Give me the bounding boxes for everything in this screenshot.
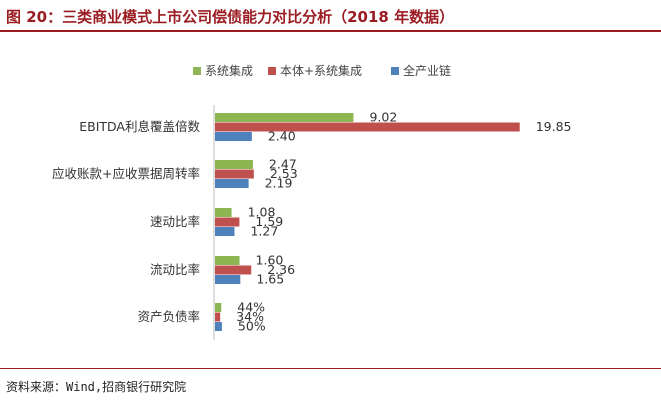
bar	[215, 217, 240, 227]
data-label: 19.85	[536, 119, 572, 134]
data-label: 1.08	[248, 205, 276, 220]
bar	[215, 265, 252, 275]
legend-swatch	[193, 67, 201, 75]
data-label: 1.60	[256, 253, 284, 268]
category-label: 资产负债率	[137, 309, 200, 324]
footer-divider	[0, 368, 661, 369]
data-label: 2.53	[270, 166, 298, 181]
category-label: 应收账款+应收票据周转率	[52, 166, 200, 181]
data-label: 1.65	[256, 272, 284, 287]
title-divider	[0, 30, 661, 32]
bar	[215, 132, 252, 141]
category-label: EBITDA利息覆盖倍数	[79, 119, 200, 134]
bar	[215, 113, 354, 122]
legend-swatch	[268, 67, 276, 75]
legend-label: 本体+系统集成	[280, 63, 362, 78]
bar	[215, 322, 222, 331]
data-label: 2.40	[268, 129, 296, 144]
page-title: 图 20：三类商业模式上市公司偿债能力对比分析（2018 年数据）	[6, 8, 455, 26]
category-label: 流动比率	[150, 262, 200, 277]
data-label: 1.27	[250, 224, 278, 239]
bar	[215, 160, 253, 169]
legend-label: 系统集成	[205, 63, 253, 78]
category-label: 速动比率	[150, 214, 200, 229]
bar	[215, 179, 249, 188]
data-label: 1.59	[255, 214, 283, 229]
data-label: 2.47	[269, 157, 297, 172]
source-note: 资料来源：Wind,招商银行研究院	[6, 380, 187, 394]
chart-legend: 系统集成 本体+系统集成 全产业链	[193, 63, 451, 78]
data-label: 50%	[238, 319, 266, 334]
bar	[215, 275, 241, 284]
data-label: 34%	[236, 309, 264, 324]
bar	[215, 208, 232, 217]
bar	[215, 256, 240, 265]
data-label: 44%	[237, 300, 265, 315]
bar	[215, 122, 520, 132]
data-label: 2.19	[265, 176, 293, 191]
data-labels: 9.02 19.85 2.40 2.472.532.19 1.081.591.27 1.6…	[236, 110, 571, 334]
bar	[215, 312, 221, 322]
bar	[215, 227, 235, 236]
legend-swatch	[391, 67, 399, 75]
bar-series	[215, 113, 520, 331]
bar	[215, 169, 254, 179]
data-label: 2.36	[267, 262, 295, 277]
bar	[215, 303, 222, 312]
data-label: 9.02	[369, 110, 397, 125]
legend-label: 全产业链	[403, 63, 451, 78]
